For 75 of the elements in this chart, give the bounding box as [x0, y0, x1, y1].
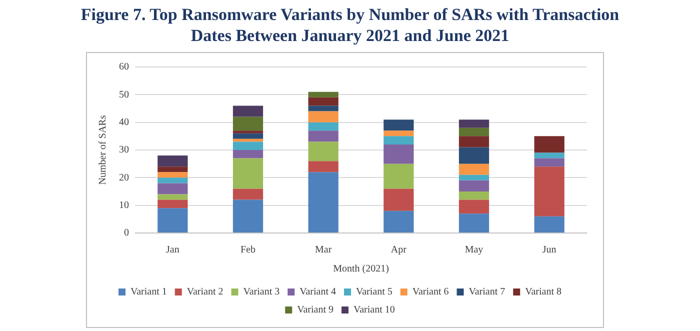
bar: [384, 130, 414, 136]
bar: [158, 172, 188, 178]
bar: [534, 158, 564, 167]
bar: [308, 111, 338, 122]
chart-title: Figure 7. Top Ransomware Variants by Number of SARs with Transaction Dates Between January 2021 and June 2021: [80, 4, 620, 46]
bar: [308, 106, 338, 112]
bar: [308, 122, 338, 131]
bar: [158, 208, 188, 232]
bar: [458, 136, 490, 148]
y-tick-label: 20: [119, 172, 129, 184]
x-tick-label: Feb: [240, 244, 256, 256]
bar: [232, 130, 264, 134]
bar: [384, 144, 414, 164]
y-tick-label: 60: [119, 62, 129, 73]
bar: [158, 200, 188, 208]
y-axis-title: Number of SARs: [98, 115, 109, 185]
bar: [308, 130, 338, 142]
bar: [308, 92, 338, 98]
legend-label: Variant 2: [186, 286, 224, 298]
bar: [458, 200, 490, 214]
bar: [458, 214, 490, 232]
bar: [158, 156, 188, 167]
bar: [158, 194, 188, 200]
bar: [384, 164, 414, 189]
bar: [308, 172, 338, 232]
bar: [232, 188, 264, 200]
bar: [158, 183, 188, 194]
legend-label: Variant 5: [356, 286, 392, 298]
bar: [384, 188, 414, 211]
y-tick-label: 40: [119, 116, 129, 128]
y-tick-label: 10: [119, 200, 129, 211]
legend-label: Variant 10: [354, 304, 395, 316]
bar: [308, 142, 338, 162]
legend-label: Variant 4: [300, 286, 336, 298]
bar: [534, 216, 564, 232]
y-tick-label: 50: [119, 89, 129, 100]
bar: [232, 200, 264, 232]
legend-label: Variant 7: [468, 286, 506, 298]
y-tick-label: 30: [119, 144, 129, 156]
x-axis-title: Month (2021): [333, 264, 389, 275]
x-tick-label: Mar: [314, 244, 332, 256]
bar: [458, 120, 490, 128]
bar: [458, 180, 490, 192]
bar: [384, 210, 414, 232]
legend-label: Variant 9: [297, 304, 334, 316]
bar: [534, 152, 564, 158]
legend-label: Variant 8: [525, 286, 562, 298]
bar: [458, 147, 490, 164]
bar: [232, 106, 264, 117]
bar: [534, 136, 564, 153]
x-tick-label: Jan: [166, 244, 180, 256]
y-tick-label: 0: [124, 228, 129, 239]
bar: [232, 142, 264, 150]
bar: [458, 164, 490, 175]
bar: [158, 166, 188, 172]
bar: [158, 178, 188, 184]
bar: [384, 136, 414, 144]
x-tick-label: Jun: [542, 244, 556, 256]
bar: [534, 166, 564, 216]
bar: [458, 174, 490, 180]
bar: [308, 97, 338, 106]
legend-label: Variant 6: [412, 286, 449, 298]
x-tick-label: Apr: [390, 244, 408, 256]
legend-label: Variant 3: [243, 286, 280, 298]
bar: [232, 116, 264, 131]
bar: [232, 158, 264, 189]
bar: [458, 192, 490, 200]
bar: [232, 138, 264, 142]
bar: [232, 150, 264, 158]
legend-label: Variant 1: [130, 286, 167, 298]
bar: [308, 161, 338, 172]
bar: [232, 133, 264, 139]
x-tick-label: May: [464, 244, 484, 256]
bar: [384, 120, 414, 131]
bar: [458, 128, 490, 136]
